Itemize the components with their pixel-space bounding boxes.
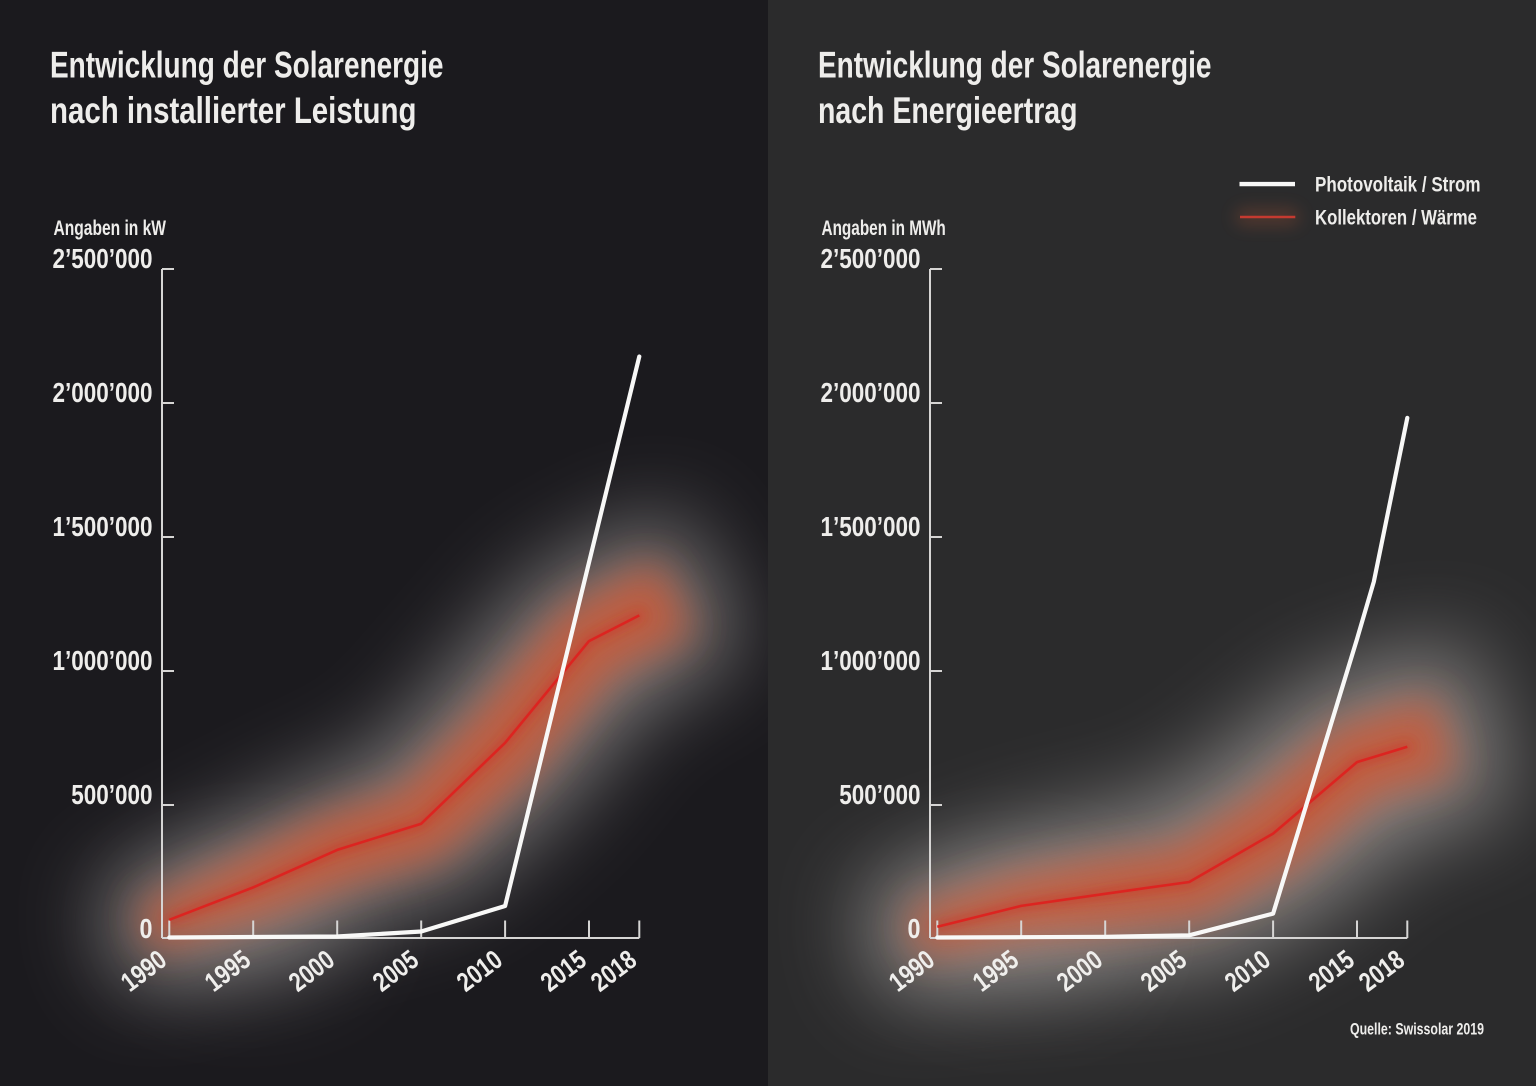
svg-text:Angaben in MWh: Angaben in MWh — [822, 217, 946, 240]
svg-text:Quelle: Swissolar 2019: Quelle: Swissolar 2019 — [1350, 1020, 1484, 1039]
svg-text:2’500’000: 2’500’000 — [821, 243, 921, 274]
svg-text:Angaben in kW: Angaben in kW — [54, 217, 167, 240]
svg-text:Entwicklung der Solarenergie: Entwicklung der Solarenergie — [818, 45, 1212, 86]
svg-text:1’500’000: 1’500’000 — [821, 511, 921, 542]
svg-text:1’000’000: 1’000’000 — [821, 645, 921, 676]
svg-text:Kollektoren / Wärme: Kollektoren / Wärme — [1315, 207, 1477, 230]
svg-text:nach Energieertrag: nach Energieertrag — [818, 90, 1078, 131]
svg-text:500’000: 500’000 — [71, 779, 152, 810]
svg-text:0: 0 — [140, 913, 153, 944]
svg-text:500’000: 500’000 — [839, 779, 920, 810]
svg-text:2’000’000: 2’000’000 — [53, 377, 153, 408]
svg-text:0: 0 — [908, 913, 921, 944]
svg-text:nach installierter Leistung: nach installierter Leistung — [50, 90, 417, 131]
svg-text:Photovoltaik / Strom: Photovoltaik / Strom — [1315, 174, 1481, 197]
svg-text:Entwicklung der Solarenergie: Entwicklung der Solarenergie — [50, 45, 444, 86]
svg-text:1’500’000: 1’500’000 — [53, 511, 153, 542]
svg-text:2’000’000: 2’000’000 — [821, 377, 921, 408]
svg-text:1’000’000: 1’000’000 — [53, 645, 153, 676]
svg-text:2’500’000: 2’500’000 — [53, 243, 153, 274]
